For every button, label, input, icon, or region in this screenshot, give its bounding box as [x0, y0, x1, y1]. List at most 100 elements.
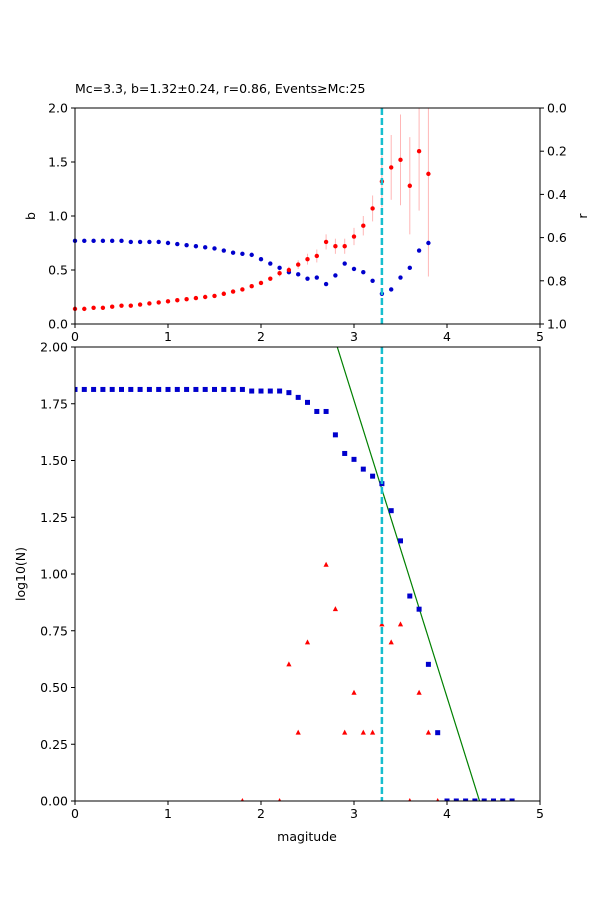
cumulative-point	[463, 798, 469, 801]
bottom-xtick-label: 0	[71, 806, 79, 821]
r-point	[212, 246, 217, 251]
cumulative-point	[491, 798, 496, 801]
cumulative-point	[416, 606, 422, 612]
b-point	[221, 291, 226, 296]
r-point	[314, 275, 319, 280]
cumulative-point	[137, 386, 143, 392]
r-point	[230, 250, 236, 255]
cumulative-point	[109, 386, 115, 392]
r-point	[342, 261, 347, 266]
cumulative-point	[258, 388, 264, 394]
bottom-ytick-label: 0.00	[40, 794, 68, 809]
cumulative-point	[184, 386, 190, 392]
bottom-ytick-label: 1.50	[40, 453, 68, 468]
cumulative-point	[91, 386, 97, 392]
bottom-frame	[74, 346, 541, 802]
noncumulative-point	[370, 729, 376, 735]
noncumulative-point	[351, 689, 357, 695]
top-y2tick-label: 1.0	[547, 317, 567, 332]
bottom-ytick-label: 2.00	[40, 340, 68, 355]
top-y2tick-label: 0.8	[547, 273, 567, 288]
cumulative-point	[425, 661, 431, 667]
b-point	[82, 306, 87, 312]
r-point	[323, 281, 329, 287]
bottom-ytick-label: 1.25	[40, 510, 68, 525]
top-y2label: r	[575, 213, 590, 219]
top-y2tick-label: 0.4	[547, 187, 567, 202]
cumulative-point	[360, 466, 366, 472]
cumulative-point	[286, 390, 292, 396]
bottom-xtick-label: 5	[536, 806, 544, 821]
top-plot-area: 0 1 2 3 4 5 0.0 0.5 1.0 1.5 2.0 0.0 0.2 0.4 0.6 0.8 1.0	[48, 101, 567, 345]
cumulative-point	[332, 432, 338, 438]
r-point	[147, 239, 152, 245]
top-ytick-label: 2.0	[48, 101, 68, 116]
r-point	[100, 238, 106, 244]
b-point	[175, 298, 180, 303]
bottom-xlabel: magitude	[277, 829, 337, 844]
noncumulative-point	[304, 639, 311, 645]
r-point	[426, 240, 431, 246]
b-point	[156, 300, 161, 305]
cumulative-point	[351, 456, 357, 462]
noncumulative-point	[397, 621, 404, 627]
r-point	[193, 244, 199, 249]
b-point	[323, 239, 329, 245]
bottom-ytick-label: 1.00	[40, 567, 68, 582]
r-point	[249, 252, 254, 258]
cumulative-point	[119, 386, 124, 392]
top-ytick-label: 0.0	[48, 317, 68, 332]
top-ytick-label: 1.0	[48, 209, 68, 224]
bottom-ytick-label: 0.50	[40, 680, 68, 695]
cumulative-point	[277, 388, 283, 394]
cumulative-point	[249, 388, 255, 394]
b-point	[268, 276, 273, 281]
top-ytick-label: 1.5	[48, 155, 68, 170]
r-point	[268, 261, 273, 266]
cumulative-point	[221, 386, 227, 392]
b-point	[258, 280, 264, 286]
cumulative-point	[453, 798, 459, 801]
top-frame	[74, 107, 541, 325]
r-point	[137, 239, 143, 245]
cumulative-point	[314, 408, 320, 414]
top-y2tick-label: 0.0	[547, 101, 567, 116]
b-point	[333, 244, 338, 249]
r-point	[82, 238, 87, 244]
b-point	[119, 303, 124, 308]
b-point	[230, 289, 236, 294]
r-point	[333, 273, 338, 278]
r-point	[407, 265, 412, 271]
cumulative-point	[481, 798, 487, 801]
r-point	[258, 257, 264, 262]
cumulative-point	[398, 538, 403, 544]
b-point	[91, 305, 96, 310]
cumulative-point	[267, 388, 273, 394]
cumulative-point	[165, 386, 171, 392]
b-point	[184, 296, 189, 302]
b-point	[100, 305, 106, 310]
r-point	[240, 251, 245, 256]
noncumulative-point	[416, 689, 422, 695]
cumulative-point	[323, 408, 329, 414]
cumulative-point	[100, 386, 106, 392]
noncumulative-point	[240, 798, 244, 801]
b-point	[286, 267, 292, 273]
b-point	[137, 302, 143, 307]
cumulative-point	[81, 386, 87, 392]
noncumulative-point	[425, 729, 431, 735]
top-xtick-label: 2	[257, 329, 265, 344]
noncumulative-point	[323, 561, 329, 567]
r-point	[119, 238, 124, 244]
b-point	[416, 149, 422, 154]
top-ylabel: b	[23, 212, 38, 220]
cumulative-point	[75, 386, 78, 392]
cumulative-point	[193, 386, 199, 392]
cumulative-point	[295, 394, 301, 400]
top-y2tick-label: 0.2	[547, 144, 567, 159]
r-point	[370, 278, 375, 283]
cumulative-point	[388, 508, 394, 514]
bottom-xtick-label: 2	[257, 806, 265, 821]
r-point	[175, 241, 180, 247]
